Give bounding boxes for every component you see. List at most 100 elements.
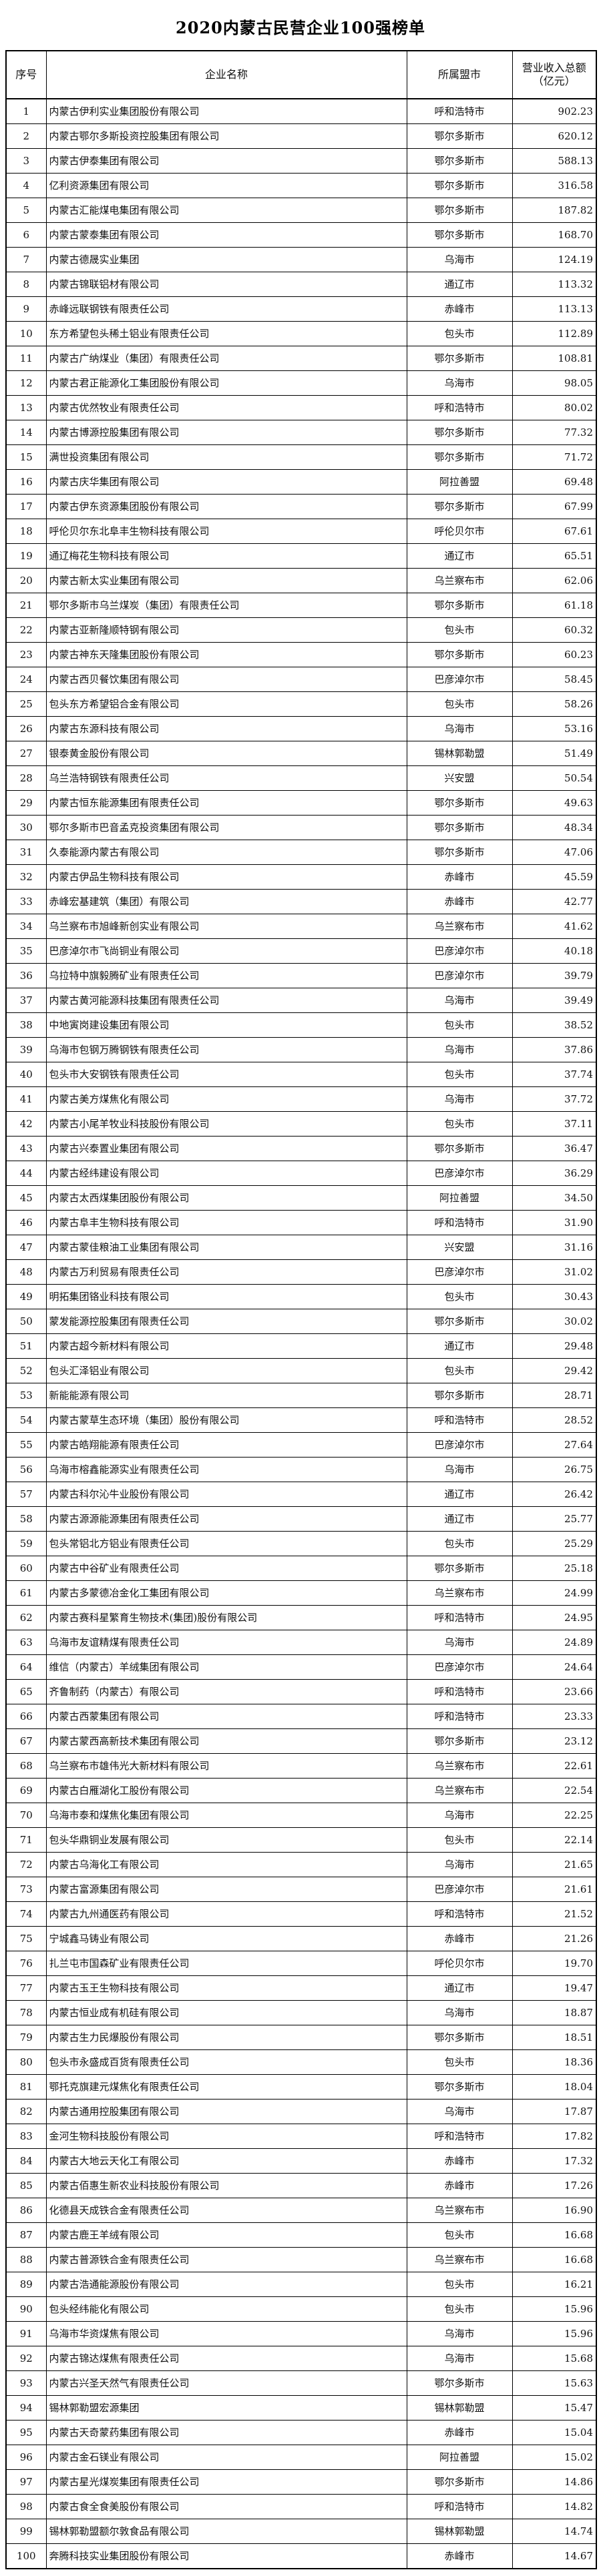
- revenue-cell: 41.62: [512, 914, 597, 939]
- company-name-cell: 内蒙古九州通医药有限公司: [45, 1901, 407, 1927]
- company-name-cell: 内蒙古金石镁业有限公司: [45, 2445, 407, 2470]
- table-row: 92 内蒙古锦达煤焦有限责任公司 乌海市 15.68: [5, 2346, 597, 2371]
- revenue-cell: 17.32: [512, 2148, 597, 2174]
- city-cell: 鄂尔多斯市: [406, 420, 513, 445]
- rank-cell: 78: [5, 2000, 47, 2025]
- company-name-cell: 内蒙古蒙西高新技术集团有限公司: [45, 1728, 407, 1754]
- company-name-cell: 包头华鼎铜业发展有限公司: [45, 1827, 407, 1853]
- company-name-cell: 齐鲁制药（内蒙古）有限公司: [45, 1679, 407, 1704]
- city-cell: 乌兰察布市: [406, 2198, 513, 2223]
- table-row: 96 内蒙古金石镁业有限公司 阿拉善盟 15.02: [5, 2445, 597, 2470]
- city-cell: 赤峰市: [406, 864, 513, 890]
- city-cell: 兴安盟: [406, 1235, 513, 1260]
- company-name-cell: 巴彦淖尔市飞尚铜业有限公司: [45, 938, 407, 964]
- table-row: 57 内蒙古科尔沁牛业股份有限公司 通辽市 26.42: [5, 1482, 597, 1507]
- rank-cell: 47: [5, 1235, 47, 1260]
- revenue-cell: 48.34: [512, 815, 597, 840]
- table-row: 64 维信（内蒙古）羊绒集团有限公司 巴彦淖尔市 24.64: [5, 1654, 597, 1680]
- city-cell: 锡林郭勒盟: [406, 2395, 513, 2421]
- rank-cell: 88: [5, 2247, 47, 2272]
- city-cell: 鄂尔多斯市: [406, 444, 513, 470]
- rank-cell: 13: [5, 395, 47, 420]
- company-name-cell: 内蒙古经纬建设有限公司: [45, 1161, 407, 1186]
- rank-cell: 41: [5, 1086, 47, 1112]
- table-row: 20 内蒙古新太实业集团有限公司 乌兰察布市 62.06: [5, 568, 597, 593]
- table-row: 27 银泰黄金股份有限公司 锡林郭勒盟 51.49: [5, 741, 597, 766]
- table-row: 44 内蒙古经纬建设有限公司 巴彦淖尔市 36.29: [5, 1161, 597, 1186]
- rank-cell: 19: [5, 543, 47, 569]
- table-row: 76 扎兰屯市国森矿业有限责任公司 呼伦贝尔市 19.70: [5, 1951, 597, 1976]
- revenue-cell: 14.86: [512, 2469, 597, 2495]
- header-city: 所属盟市: [406, 50, 513, 99]
- city-cell: 乌海市: [406, 988, 513, 1013]
- revenue-cell: 49.63: [512, 790, 597, 816]
- company-name-cell: 内蒙古蒙泰集团有限公司: [45, 222, 407, 248]
- company-name-cell: 银泰黄金股份有限公司: [45, 741, 407, 766]
- company-name-cell: 内蒙古赛科星繁育生物技术(集团)股份有限公司: [45, 1605, 407, 1630]
- company-name-cell: 满世投资集团有限公司: [45, 444, 407, 470]
- revenue-cell: 16.68: [512, 2247, 597, 2272]
- rank-cell: 23: [5, 642, 47, 667]
- company-name-cell: 鄂托克旗建元煤焦化有限责任公司: [45, 2074, 407, 2100]
- revenue-cell: 31.90: [512, 1210, 597, 1235]
- table-row: 98 内蒙古食全食美股份有限公司 呼和浩特市 14.82: [5, 2494, 597, 2519]
- company-name-cell: 乌拉特中旗毅腾矿业有限责任公司: [45, 963, 407, 988]
- table-row: 22 内蒙古亚新隆顺特钢有限公司 包头市 60.32: [5, 617, 597, 643]
- rank-cell: 62: [5, 1605, 47, 1630]
- rank-cell: 56: [5, 1457, 47, 1482]
- rank-cell: 50: [5, 1309, 47, 1334]
- rank-cell: 16: [5, 469, 47, 495]
- revenue-cell: 39.49: [512, 988, 597, 1013]
- rank-cell: 59: [5, 1531, 47, 1556]
- city-cell: 鄂尔多斯市: [406, 790, 513, 816]
- rank-cell: 39: [5, 1037, 47, 1062]
- city-cell: 赤峰市: [406, 2543, 513, 2569]
- rank-cell: 93: [5, 2370, 47, 2396]
- rank-cell: 25: [5, 691, 47, 717]
- table-row: 70 乌海市泰和煤焦化集团有限公司 乌海市 22.25: [5, 1803, 597, 1828]
- rank-cell: 31: [5, 840, 47, 865]
- company-name-cell: 内蒙古星光煤炭集团有限责任公司: [45, 2469, 407, 2495]
- revenue-cell: 28.71: [512, 1383, 597, 1408]
- rank-cell: 55: [5, 1432, 47, 1458]
- rank-cell: 26: [5, 716, 47, 741]
- revenue-cell: 22.54: [512, 1778, 597, 1803]
- rank-cell: 73: [5, 1877, 47, 1902]
- table-row: 35 巴彦淖尔市飞尚铜业有限公司 巴彦淖尔市 40.18: [5, 938, 597, 964]
- company-name-cell: 内蒙古德晟实业集团: [45, 247, 407, 272]
- city-cell: 鄂尔多斯市: [406, 840, 513, 865]
- revenue-cell: 620.12: [512, 123, 597, 149]
- rank-cell: 67: [5, 1728, 47, 1754]
- revenue-cell: 23.66: [512, 1679, 597, 1704]
- city-cell: 包头市: [406, 2272, 513, 2297]
- rank-cell: 66: [5, 1704, 47, 1729]
- company-name-cell: 乌海市包钢万腾钢铁有限责任公司: [45, 1037, 407, 1062]
- table-row: 7 内蒙古德晟实业集团 乌海市 124.19: [5, 247, 597, 272]
- revenue-cell: 19.70: [512, 1951, 597, 1976]
- header-company-name: 企业名称: [45, 50, 407, 99]
- rank-cell: 32: [5, 864, 47, 890]
- table-row: 38 中地寅岗建设集团有限公司 包头市 38.52: [5, 1012, 597, 1038]
- city-cell: 包头市: [406, 1062, 513, 1087]
- revenue-cell: 25.29: [512, 1531, 597, 1556]
- city-cell: 鄂尔多斯市: [406, 2469, 513, 2495]
- rank-cell: 37: [5, 988, 47, 1013]
- rank-cell: 12: [5, 370, 47, 396]
- company-name-cell: 锡林郭勒盟宏源集团: [45, 2395, 407, 2421]
- revenue-cell: 45.59: [512, 864, 597, 890]
- city-cell: 包头市: [406, 1284, 513, 1309]
- table-row: 74 内蒙古九州通医药有限公司 呼和浩特市 21.52: [5, 1901, 597, 1927]
- company-name-cell: 内蒙古庆华集团有限公司: [45, 469, 407, 495]
- city-cell: 包头市: [406, 2049, 513, 2075]
- rank-cell: 82: [5, 2099, 47, 2124]
- city-cell: 鄂尔多斯市: [406, 642, 513, 667]
- company-name-cell: 内蒙古太西煤集团股份有限公司: [45, 1185, 407, 1211]
- city-cell: 鄂尔多斯市: [406, 1136, 513, 1161]
- city-cell: 乌海市: [406, 2321, 513, 2346]
- city-cell: 赤峰市: [406, 296, 513, 322]
- revenue-cell: 50.54: [512, 765, 597, 791]
- company-name-cell: 蒙发能源控股集团有限责任公司: [45, 1309, 407, 1334]
- city-cell: 乌兰察布市: [406, 914, 513, 939]
- city-cell: 包头市: [406, 1358, 513, 1383]
- company-name-cell: 内蒙古蒙佳粮油工业集团有限公司: [45, 1235, 407, 1260]
